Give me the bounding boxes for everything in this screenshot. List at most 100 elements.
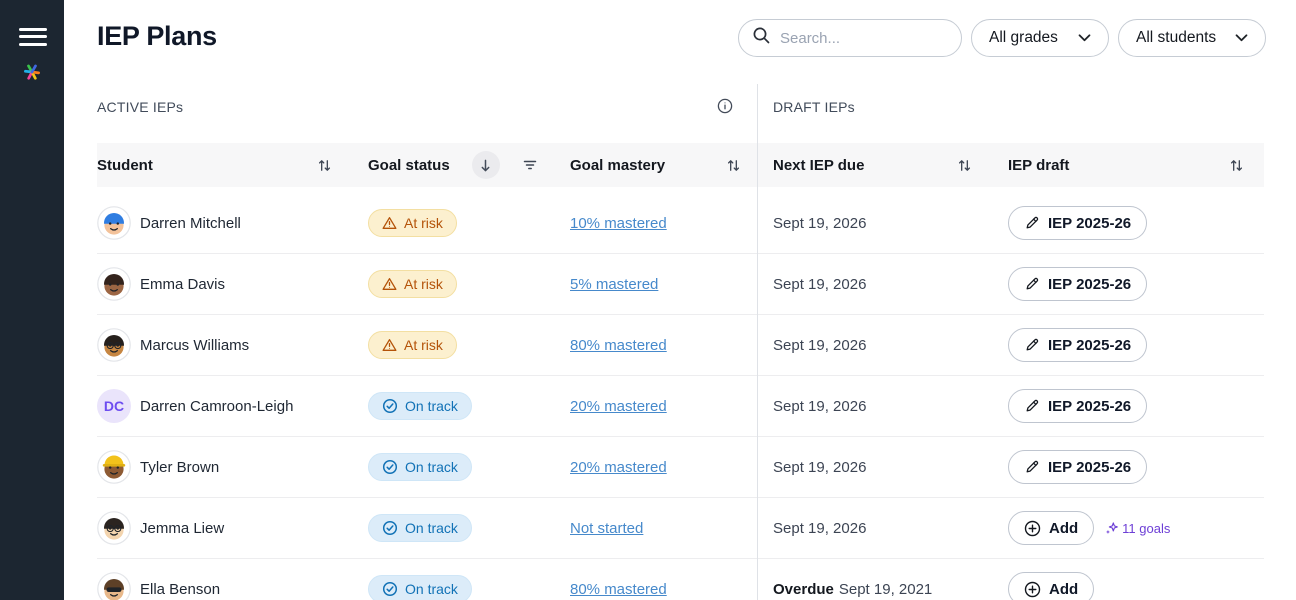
mastery-link[interactable]: 80% mastered xyxy=(570,336,667,354)
grades-filter-label: All grades xyxy=(989,29,1058,46)
student-avatar xyxy=(97,267,131,301)
status-label: On track xyxy=(405,459,458,475)
due-date: Sept 19, 2026 xyxy=(773,458,867,476)
column-goal-mastery: Goal mastery xyxy=(570,156,666,174)
section-divider xyxy=(757,84,758,600)
sort-descending-icon[interactable] xyxy=(471,151,500,179)
sort-icon[interactable] xyxy=(1229,158,1244,173)
status-badge: At risk xyxy=(368,270,457,298)
status-badge: On track xyxy=(368,453,472,481)
sidebar xyxy=(0,0,64,600)
due-date: Overdue Sept 19, 2021 xyxy=(773,580,933,598)
mastery-link[interactable]: 20% mastered xyxy=(570,458,667,476)
table-header-row: Student Goal status Goal mastery xyxy=(97,143,1264,187)
student-name: Tyler Brown xyxy=(140,458,220,476)
status-label: On track xyxy=(405,581,458,597)
student-avatar xyxy=(97,511,131,545)
grades-filter-dropdown[interactable]: All grades xyxy=(971,19,1109,57)
status-badge: On track xyxy=(368,514,472,542)
iep-draft-button[interactable]: IEP 2025-26 xyxy=(1008,389,1148,423)
add-button-label: Add xyxy=(1049,519,1079,537)
draft-cell: Add xyxy=(1008,572,1264,600)
table-rows: Darren Mitchell At risk 10% mastered Sep… xyxy=(97,193,1264,600)
menu-button[interactable] xyxy=(17,21,49,52)
search-input[interactable] xyxy=(780,29,949,47)
column-next-iep-due: Next IEP due xyxy=(773,156,865,174)
chevron-down-icon xyxy=(1078,29,1091,47)
student-avatar xyxy=(97,450,131,484)
app-logo-icon[interactable] xyxy=(21,61,43,88)
draft-cell: IEP 2025-26 xyxy=(1008,328,1264,362)
student-avatar xyxy=(97,206,131,240)
iep-draft-button-label: IEP 2025-26 xyxy=(1048,458,1132,476)
student-name: Darren Mitchell xyxy=(140,214,241,232)
pencil-icon xyxy=(1024,398,1040,414)
student-name: Darren Camroon-Leigh xyxy=(140,397,294,415)
iep-draft-button-label: IEP 2025-26 xyxy=(1048,397,1132,415)
page-title: IEP Plans xyxy=(97,21,217,51)
add-iep-button[interactable]: Add xyxy=(1008,572,1095,600)
table-row: Marcus Williams At risk 80% mastered Sep… xyxy=(97,315,1264,376)
student-name: Ella Benson xyxy=(140,580,221,598)
iep-draft-button[interactable]: IEP 2025-26 xyxy=(1008,328,1148,362)
status-badge: At risk xyxy=(368,209,457,237)
status-icon xyxy=(382,581,398,597)
active-ieps-label: ACTIVE IEPs xyxy=(97,99,184,115)
status-label: At risk xyxy=(404,337,443,353)
student-avatar xyxy=(97,572,131,600)
iep-draft-button[interactable]: IEP 2025-26 xyxy=(1008,450,1148,484)
iep-draft-button-label: IEP 2025-26 xyxy=(1048,275,1132,293)
chevron-down-icon xyxy=(1235,29,1248,47)
pencil-icon xyxy=(1024,215,1040,231)
filter-icon[interactable] xyxy=(522,157,538,173)
iep-draft-button[interactable]: IEP 2025-26 xyxy=(1008,267,1148,301)
iep-draft-button[interactable]: IEP 2025-26 xyxy=(1008,206,1148,240)
pencil-icon xyxy=(1024,337,1040,353)
status-icon xyxy=(382,277,397,291)
iep-draft-button-label: IEP 2025-26 xyxy=(1048,336,1132,354)
sort-icon[interactable] xyxy=(317,158,332,173)
mastery-link[interactable]: 80% mastered xyxy=(570,580,667,598)
status-label: At risk xyxy=(404,215,443,231)
mastery-link[interactable]: 20% mastered xyxy=(570,397,667,415)
mastery-link[interactable]: 5% mastered xyxy=(570,275,659,293)
status-icon xyxy=(382,459,398,475)
status-badge: At risk xyxy=(368,331,457,359)
main-area: IEP Plans All grades All students ACTIVE… xyxy=(64,0,1296,600)
mastery-link[interactable]: 10% mastered xyxy=(570,214,667,232)
sort-icon[interactable] xyxy=(957,158,972,173)
sparkle-icon xyxy=(1105,521,1119,535)
draft-cell: Add 11 goals xyxy=(1008,511,1264,545)
draft-cell: IEP 2025-26 xyxy=(1008,267,1264,301)
goals-link[interactable]: 11 goals xyxy=(1105,521,1170,536)
table-row: DC Darren Camroon-Leigh On track 20% mas… xyxy=(97,376,1264,437)
draft-cell: IEP 2025-26 xyxy=(1008,206,1264,240)
search-icon xyxy=(752,26,771,50)
table-row: Ella Benson On track 80% mastered Overdu… xyxy=(97,559,1264,600)
status-badge: On track xyxy=(368,392,472,420)
table-row: Darren Mitchell At risk 10% mastered Sep… xyxy=(97,193,1264,254)
sort-icon[interactable] xyxy=(726,158,741,173)
student-avatar: DC xyxy=(97,389,131,423)
status-label: On track xyxy=(405,520,458,536)
pencil-icon xyxy=(1024,459,1040,475)
info-icon[interactable] xyxy=(717,98,733,114)
due-date: Sept 19, 2026 xyxy=(773,336,867,354)
students-filter-label: All students xyxy=(1136,29,1217,46)
add-iep-button[interactable]: Add xyxy=(1008,511,1095,545)
status-icon xyxy=(382,398,398,414)
table-row: Jemma Liew On track Not started Sept 19,… xyxy=(97,498,1264,559)
status-icon xyxy=(382,338,397,352)
due-date: Sept 19, 2026 xyxy=(773,275,867,293)
column-student: Student xyxy=(97,156,153,174)
goals-link-label: 11 goals xyxy=(1122,520,1171,536)
column-goal-status: Goal status xyxy=(368,156,450,174)
status-icon xyxy=(382,520,398,536)
search-box[interactable] xyxy=(738,19,962,57)
mastery-link[interactable]: Not started xyxy=(570,519,644,537)
column-iep-draft: IEP draft xyxy=(1008,156,1070,174)
student-name: Jemma Liew xyxy=(140,519,225,537)
student-name: Emma Davis xyxy=(140,275,226,293)
draft-cell: IEP 2025-26 xyxy=(1008,450,1264,484)
students-filter-dropdown[interactable]: All students xyxy=(1118,19,1266,57)
